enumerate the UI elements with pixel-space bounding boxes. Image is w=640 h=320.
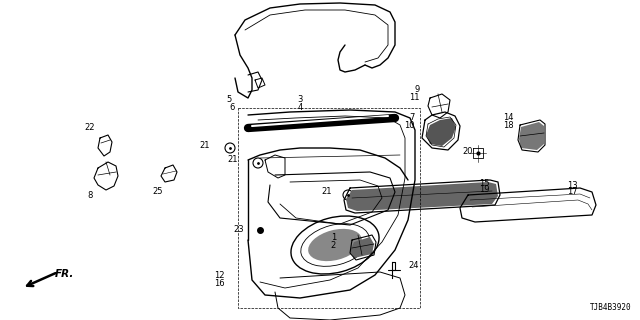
Text: 21: 21: [321, 188, 332, 196]
Text: 19: 19: [479, 186, 489, 195]
Text: 18: 18: [502, 121, 513, 130]
Text: TJB4B3920: TJB4B3920: [590, 303, 632, 312]
Text: 14: 14: [503, 114, 513, 123]
Text: 5: 5: [227, 95, 232, 105]
Polygon shape: [346, 182, 498, 211]
Text: 1: 1: [331, 234, 336, 243]
Text: 2: 2: [331, 242, 336, 251]
Text: 13: 13: [566, 180, 577, 189]
Text: 21: 21: [227, 156, 238, 164]
Polygon shape: [426, 118, 456, 146]
Ellipse shape: [308, 229, 362, 261]
Text: 24: 24: [408, 260, 419, 269]
Text: 8: 8: [87, 191, 93, 201]
Text: 21: 21: [200, 140, 210, 149]
Text: 12: 12: [214, 270, 225, 279]
Text: 16: 16: [214, 278, 225, 287]
Text: 11: 11: [410, 92, 420, 101]
Text: 7: 7: [410, 114, 415, 123]
Text: 15: 15: [479, 179, 489, 188]
Text: 3: 3: [298, 95, 303, 105]
Text: FR.: FR.: [55, 269, 74, 279]
Text: 10: 10: [404, 121, 415, 130]
Text: 23: 23: [234, 226, 244, 235]
Polygon shape: [350, 237, 374, 258]
Text: 4: 4: [298, 102, 303, 111]
Text: 25: 25: [153, 188, 163, 196]
Text: 6: 6: [230, 102, 235, 111]
Text: 22: 22: [84, 124, 95, 132]
Text: 20: 20: [462, 148, 472, 156]
Text: 17: 17: [566, 188, 577, 196]
Text: 9: 9: [415, 85, 420, 94]
Polygon shape: [519, 122, 544, 150]
